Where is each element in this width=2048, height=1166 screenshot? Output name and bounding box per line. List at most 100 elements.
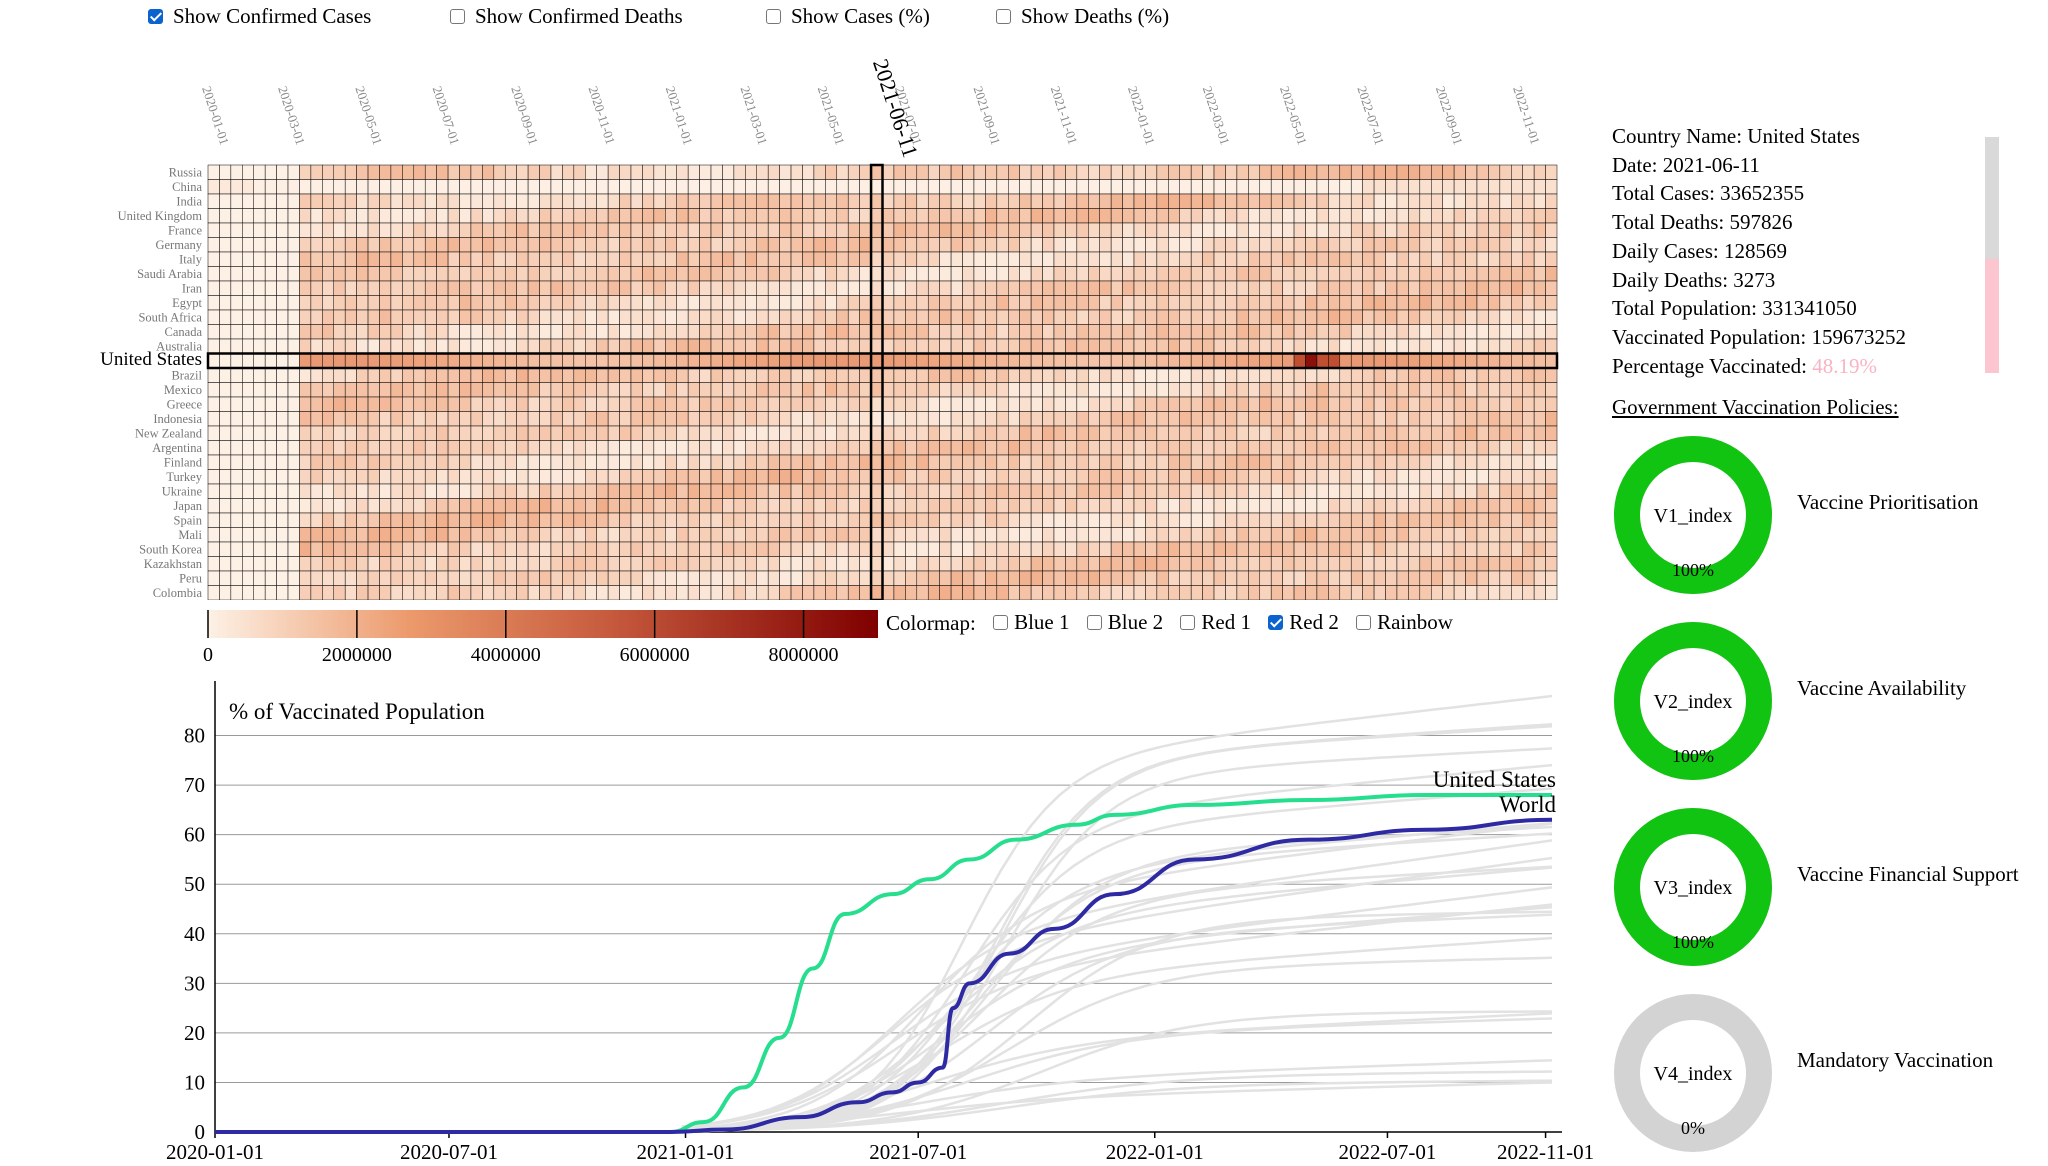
heatmap-cell[interactable]	[1202, 512, 1215, 528]
heatmap-cell[interactable]	[630, 454, 643, 470]
heatmap-cell[interactable]	[996, 396, 1009, 412]
heatmap-cell[interactable]	[1236, 570, 1249, 586]
heatmap-cell[interactable]	[1339, 237, 1352, 253]
heatmap-cell[interactable]	[356, 469, 369, 485]
heatmap-cell[interactable]	[1076, 251, 1089, 267]
heatmap-cell[interactable]	[264, 454, 277, 470]
heatmap-cell[interactable]	[493, 353, 506, 369]
heatmap-cell[interactable]	[1316, 309, 1329, 325]
heatmap-cell[interactable]	[1088, 556, 1100, 572]
heatmap-cell[interactable]	[424, 222, 437, 238]
heatmap-cell[interactable]	[1453, 222, 1466, 238]
heatmap-cell[interactable]	[882, 324, 895, 340]
heatmap-cell[interactable]	[436, 411, 449, 427]
heatmap-cell[interactable]	[733, 585, 746, 601]
heatmap-cell[interactable]	[1236, 527, 1249, 543]
heatmap-cell[interactable]	[390, 309, 403, 325]
heatmap-cell[interactable]	[813, 324, 826, 340]
heatmap-cell[interactable]	[493, 469, 506, 485]
heatmap-cell[interactable]	[299, 585, 312, 601]
heatmap-cell[interactable]	[1008, 179, 1020, 195]
heatmap-cell[interactable]	[767, 570, 780, 586]
heatmap-cell[interactable]	[459, 498, 472, 514]
heatmap-cell[interactable]	[219, 556, 232, 572]
heatmap-cell[interactable]	[1419, 309, 1432, 325]
heatmap-cell[interactable]	[619, 353, 632, 369]
heatmap-cell[interactable]	[573, 237, 586, 253]
heatmap-cell[interactable]	[767, 440, 780, 456]
heatmap-cell[interactable]	[847, 527, 860, 543]
heatmap-cell[interactable]	[699, 570, 712, 586]
heatmap-cell[interactable]	[1545, 266, 1558, 282]
heatmap-cell[interactable]	[1511, 280, 1523, 296]
heatmap-cell[interactable]	[230, 367, 243, 383]
heatmap-cell[interactable]	[802, 208, 815, 224]
heatmap-cell[interactable]	[1259, 324, 1272, 340]
heatmap-cell[interactable]	[1202, 237, 1215, 253]
heatmap-cell[interactable]	[733, 454, 746, 470]
heatmap-cell[interactable]	[779, 498, 792, 514]
heatmap-cell[interactable]	[379, 512, 392, 528]
heatmap-cell[interactable]	[1019, 193, 1032, 209]
heatmap-cell[interactable]	[859, 556, 872, 572]
heatmap-cell[interactable]	[1408, 396, 1421, 412]
heatmap-cell[interactable]	[1442, 164, 1455, 180]
heatmap-cell[interactable]	[436, 295, 449, 311]
heatmap-cell[interactable]	[710, 367, 723, 383]
heatmap-cell[interactable]	[870, 353, 883, 369]
heatmap-cell[interactable]	[1328, 469, 1341, 485]
heatmap-cell[interactable]	[1179, 585, 1192, 601]
heatmap-cell[interactable]	[1179, 498, 1192, 514]
heatmap-cell[interactable]	[1442, 570, 1455, 586]
heatmap-cell[interactable]	[413, 179, 426, 195]
heatmap-cell[interactable]	[733, 193, 746, 209]
heatmap-cell[interactable]	[1076, 483, 1089, 499]
heatmap-cell[interactable]	[527, 222, 540, 238]
heatmap-cell[interactable]	[1213, 338, 1226, 354]
heatmap-cell[interactable]	[242, 295, 254, 311]
heatmap-cell[interactable]	[813, 585, 826, 601]
heatmap-cell[interactable]	[459, 309, 472, 325]
heatmap-cell[interactable]	[1293, 570, 1306, 586]
heatmap-cell[interactable]	[870, 324, 883, 340]
heatmap-cell[interactable]	[699, 208, 712, 224]
heatmap-cell[interactable]	[573, 280, 586, 296]
heatmap-cell[interactable]	[299, 179, 312, 195]
heatmap-cell[interactable]	[493, 367, 506, 383]
heatmap-cell[interactable]	[287, 179, 300, 195]
heatmap-cell[interactable]	[207, 396, 220, 412]
heatmap-cell[interactable]	[1499, 164, 1512, 180]
heatmap-cell[interactable]	[1396, 222, 1409, 238]
heatmap-cell[interactable]	[447, 396, 460, 412]
heatmap-cell[interactable]	[516, 251, 529, 267]
heatmap-cell[interactable]	[1008, 411, 1020, 427]
heatmap-cell[interactable]	[1042, 193, 1055, 209]
heatmap-cell[interactable]	[356, 237, 369, 253]
heatmap-cell[interactable]	[596, 512, 609, 528]
heatmap-cell[interactable]	[1396, 570, 1409, 586]
heatmap-cell[interactable]	[1190, 556, 1203, 572]
heatmap-cell[interactable]	[1168, 309, 1180, 325]
heatmap-cell[interactable]	[733, 570, 746, 586]
heatmap-cell[interactable]	[745, 179, 757, 195]
heatmap-cell[interactable]	[1259, 367, 1272, 383]
heatmap-cell[interactable]	[1339, 498, 1352, 514]
heatmap-cell[interactable]	[1396, 367, 1409, 383]
heatmap-cell[interactable]	[367, 295, 380, 311]
colormap-option-rainbow[interactable]: Rainbow	[1356, 610, 1453, 635]
heatmap-cell[interactable]	[287, 251, 300, 267]
heatmap-cell[interactable]	[482, 324, 495, 340]
heatmap-cell[interactable]	[1499, 454, 1512, 470]
heatmap-cell[interactable]	[1385, 483, 1398, 499]
heatmap-cell[interactable]	[1430, 179, 1443, 195]
heatmap-cell[interactable]	[733, 382, 746, 398]
heatmap-cell[interactable]	[1545, 483, 1558, 499]
heatmap-cell[interactable]	[1453, 208, 1466, 224]
heatmap-cell[interactable]	[1362, 353, 1375, 369]
heatmap-cell[interactable]	[916, 222, 929, 238]
heatmap-cell[interactable]	[985, 251, 998, 267]
heatmap-cell[interactable]	[836, 570, 849, 586]
heatmap-cell[interactable]	[802, 164, 815, 180]
heatmap-cell[interactable]	[390, 382, 403, 398]
heatmap-cell[interactable]	[619, 440, 632, 456]
